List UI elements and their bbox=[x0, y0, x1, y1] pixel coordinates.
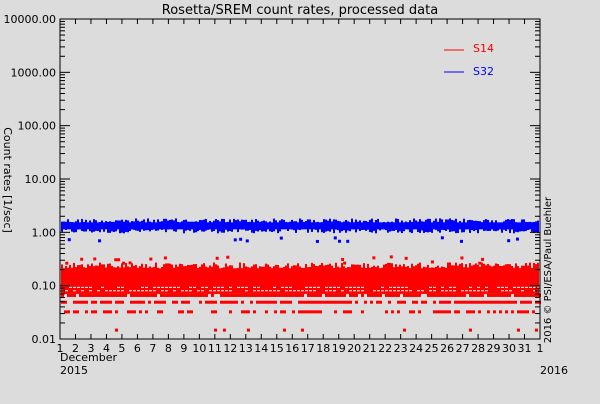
x-tick-label: 27 bbox=[456, 342, 470, 355]
x-year-end: 2016 bbox=[540, 364, 568, 377]
x-tick-label: 4 bbox=[103, 342, 110, 355]
x-year-start: 2015 bbox=[60, 364, 88, 377]
x-tick-label: 6 bbox=[134, 342, 141, 355]
x-tick-label: 21 bbox=[363, 342, 377, 355]
y-tick-label: 100.00 bbox=[18, 120, 57, 133]
x-tick-label: 1 bbox=[57, 342, 64, 355]
x-tick-label: 31 bbox=[518, 342, 532, 355]
x-tick-label: 12 bbox=[223, 342, 237, 355]
series-s14 bbox=[61, 255, 541, 332]
y-tick-label: 10000.00 bbox=[4, 13, 57, 26]
x-tick-label: 11 bbox=[208, 342, 222, 355]
x-month-label: December bbox=[60, 351, 118, 364]
x-tick-label: 1 bbox=[537, 342, 544, 355]
x-tick-label: 20 bbox=[347, 342, 361, 355]
x-tick-label: 10 bbox=[192, 342, 206, 355]
x-tick-label: 25 bbox=[425, 342, 439, 355]
y-tick-label: 0.01 bbox=[32, 333, 57, 346]
x-tick-label: 29 bbox=[487, 342, 501, 355]
x-tick-label: 23 bbox=[394, 342, 408, 355]
x-tick-label: 18 bbox=[316, 342, 330, 355]
x-tick-label: 5 bbox=[118, 342, 125, 355]
legend-label-s14: S14 bbox=[473, 42, 494, 55]
x-tick-label: 30 bbox=[502, 342, 516, 355]
x-tick-label: 7 bbox=[149, 342, 156, 355]
legend-label-s32: S32 bbox=[473, 65, 494, 78]
x-tick-label: 22 bbox=[378, 342, 392, 355]
x-tick-label: 8 bbox=[165, 342, 172, 355]
y-tick-label: 10.00 bbox=[25, 173, 57, 186]
x-tick-label: 3 bbox=[87, 342, 94, 355]
y-tick-label: 0.10 bbox=[32, 280, 57, 293]
x-tick-label: 19 bbox=[332, 342, 346, 355]
y-tick-label: 1.00 bbox=[32, 226, 57, 239]
x-tick-label: 14 bbox=[254, 342, 268, 355]
credit-text: 2016 © PSI/ESA/Paul Buehler bbox=[543, 196, 554, 343]
legend: S14 S32 bbox=[444, 42, 494, 78]
x-tick-label: 24 bbox=[409, 342, 423, 355]
x-tick-label: 26 bbox=[440, 342, 454, 355]
x-tick-label: 17 bbox=[301, 342, 315, 355]
x-tick-label: 16 bbox=[285, 342, 299, 355]
chart-title: Rosetta/SREM count rates, processed data bbox=[162, 3, 438, 18]
x-tick-label: 2 bbox=[72, 342, 79, 355]
y-tick-label: 1000.00 bbox=[11, 66, 57, 79]
series-s32 bbox=[61, 218, 539, 243]
y-axis-label: Count rates [1/sec] bbox=[1, 127, 14, 233]
x-tick-label: 9 bbox=[180, 342, 187, 355]
x-tick-label: 15 bbox=[270, 342, 284, 355]
plot-area bbox=[61, 218, 541, 332]
x-tick-label: 13 bbox=[239, 342, 253, 355]
x-tick-label: 28 bbox=[471, 342, 485, 355]
